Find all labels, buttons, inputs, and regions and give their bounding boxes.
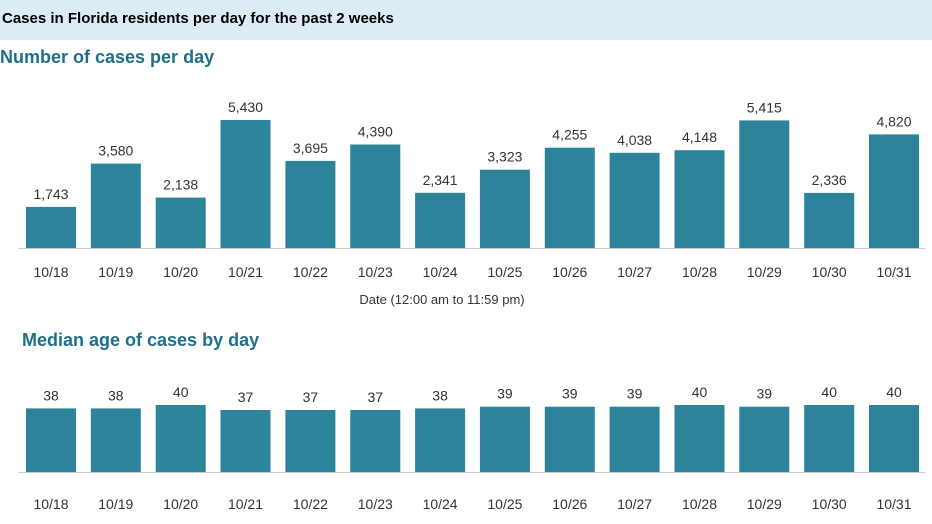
data-label: 4,148	[682, 129, 717, 145]
median-age-chart-title: Median age of cases by day	[22, 330, 260, 350]
data-label: 3,580	[98, 143, 133, 159]
bar-10-26	[544, 147, 595, 248]
x-tick-label: 10/24	[423, 496, 458, 512]
bar-10-24	[415, 192, 466, 248]
x-tick-label: 10/30	[812, 264, 847, 280]
data-label: 39	[497, 386, 513, 402]
bar-10-29	[739, 120, 790, 248]
x-tick-label: 10/31	[876, 264, 911, 280]
cases-per-day-chart: 1,743 10/18 3,580 10/19 2,138 10/20 5,430 10/21…	[18, 99, 925, 307]
data-label: 4,038	[617, 132, 652, 148]
bar-10-26	[544, 406, 595, 472]
data-label: 38	[43, 387, 59, 403]
header-band: Cases in Florida residents per day for t…	[0, 0, 932, 40]
x-tick-label: 10/27	[617, 264, 652, 280]
data-label: 39	[562, 386, 578, 402]
bar-10-23	[350, 144, 401, 248]
data-label: 40	[886, 384, 902, 400]
data-label: 4,255	[552, 127, 587, 143]
bar-10-25	[479, 406, 530, 472]
x-tick-label: 10/26	[552, 496, 587, 512]
data-label: 38	[108, 387, 124, 403]
bar-10-19	[90, 163, 141, 248]
data-label: 37	[303, 389, 319, 405]
x-tick-label: 10/18	[33, 496, 68, 512]
bar-10-20	[155, 405, 206, 472]
bar-10-27	[609, 406, 660, 472]
bar-10-30	[804, 192, 855, 248]
bar-10-23	[350, 410, 401, 472]
data-label: 5,415	[747, 99, 782, 115]
bar-10-22	[285, 160, 336, 248]
x-tick-label: 10/29	[747, 496, 782, 512]
data-label: 39	[757, 386, 773, 402]
bar-10-27	[609, 152, 660, 248]
x-tick-label: 10/22	[293, 264, 328, 280]
x-tick-label: 10/19	[98, 496, 133, 512]
data-label: 40	[821, 384, 837, 400]
x-tick-label: 10/25	[487, 264, 522, 280]
data-label: 38	[432, 387, 448, 403]
x-tick-label: 10/26	[552, 264, 587, 280]
data-label: 37	[238, 389, 254, 405]
data-label: 37	[368, 389, 384, 405]
cases-chart-title: Number of cases per day	[0, 47, 215, 67]
x-tick-label: 10/29	[747, 264, 782, 280]
bar-10-30	[804, 405, 855, 472]
x-tick-label: 10/28	[682, 264, 717, 280]
x-tick-label: 10/22	[293, 496, 328, 512]
x-tick-label: 10/20	[163, 496, 198, 512]
x-tick-label: 10/23	[358, 264, 393, 280]
x-tick-label: 10/21	[228, 264, 263, 280]
data-label: 5,430	[228, 99, 263, 115]
x-tick-label: 10/24	[423, 264, 458, 280]
data-label: 2,341	[423, 172, 458, 188]
data-label: 40	[692, 384, 708, 400]
bar-10-18	[26, 206, 76, 248]
bar-10-21	[220, 410, 271, 472]
bar-10-19	[90, 408, 141, 472]
bar-10-31	[869, 405, 919, 472]
data-label: 3,323	[487, 149, 522, 165]
bar-10-21	[220, 120, 271, 248]
data-label: 2,138	[163, 177, 198, 193]
bar-10-28	[674, 405, 725, 472]
x-tick-label: 10/31	[876, 496, 911, 512]
data-label: 4,390	[358, 124, 393, 140]
x-tick-label: 10/19	[98, 264, 133, 280]
data-label: 39	[627, 386, 643, 402]
x-tick-label: 10/21	[228, 496, 263, 512]
bar-10-29	[739, 406, 790, 472]
data-label: 4,820	[876, 113, 911, 129]
data-label: 2,336	[812, 172, 847, 188]
x-tick-label: 10/28	[682, 496, 717, 512]
bar-10-28	[674, 150, 725, 248]
data-label: 3,695	[293, 140, 328, 156]
x-tick-label: 10/30	[812, 496, 847, 512]
bar-10-24	[415, 408, 466, 472]
data-label: 40	[173, 384, 189, 400]
data-label: 1,743	[33, 186, 68, 202]
x-tick-label: 10/27	[617, 496, 652, 512]
median-age-chart: 38 10/18 38 10/19 40 10/20 37 10/21 37 10/22 37 10/…	[18, 384, 925, 512]
x-axis-title: Date (12:00 am to 11:59 pm)	[359, 292, 524, 307]
x-tick-label: 10/25	[487, 496, 522, 512]
bar-10-31	[869, 134, 919, 248]
bar-10-18	[26, 408, 76, 472]
bar-10-22	[285, 410, 336, 472]
bar-10-25	[479, 169, 530, 248]
x-tick-label: 10/18	[33, 264, 68, 280]
x-tick-label: 10/23	[358, 496, 393, 512]
page-title: Cases in Florida residents per day for t…	[2, 10, 394, 27]
bar-10-20	[155, 197, 206, 248]
x-tick-label: 10/20	[163, 264, 198, 280]
